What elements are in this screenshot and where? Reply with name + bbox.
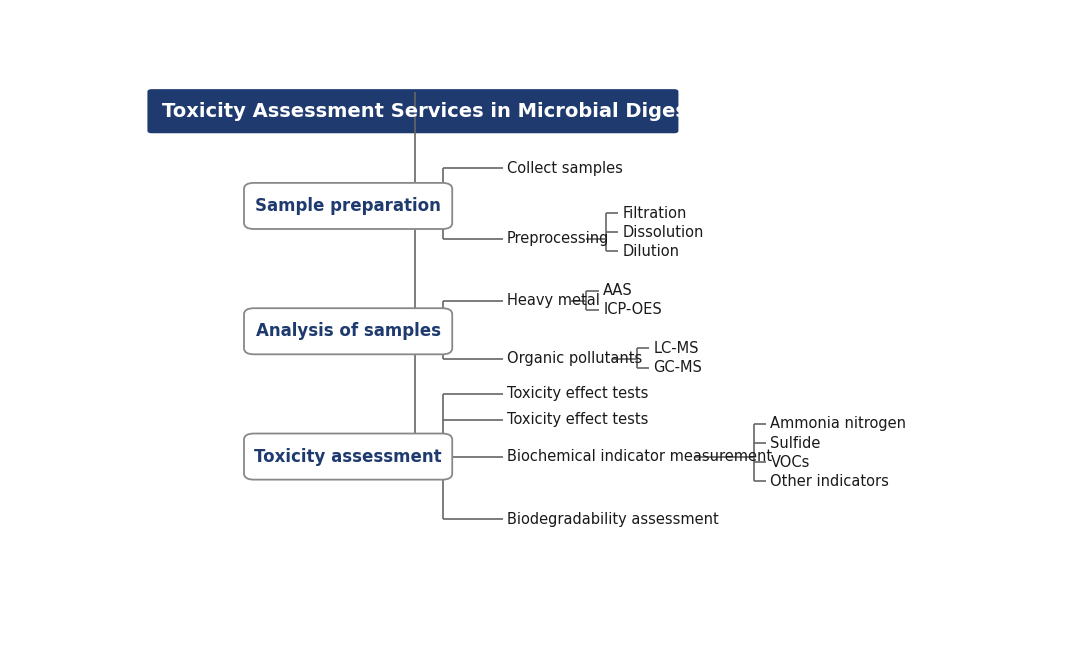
Text: Ammonia nitrogen: Ammonia nitrogen	[770, 417, 906, 432]
FancyBboxPatch shape	[244, 308, 452, 354]
Text: Sulfide: Sulfide	[770, 436, 821, 450]
Text: Organic pollutants: Organic pollutants	[507, 352, 642, 367]
Text: ICP-OES: ICP-OES	[603, 302, 661, 317]
FancyBboxPatch shape	[244, 434, 452, 480]
Text: Other indicators: Other indicators	[770, 474, 889, 489]
Text: Sample preparation: Sample preparation	[255, 197, 441, 215]
Text: Toxicity effect tests: Toxicity effect tests	[507, 387, 648, 402]
Text: Biodegradability assessment: Biodegradability assessment	[507, 512, 719, 527]
Text: LC-MS: LC-MS	[654, 341, 699, 356]
Text: VOCs: VOCs	[770, 454, 809, 469]
Text: AAS: AAS	[603, 283, 633, 298]
Text: Toxicity effect tests: Toxicity effect tests	[507, 413, 648, 428]
Text: Dissolution: Dissolution	[623, 225, 704, 240]
Text: Toxicity assessment: Toxicity assessment	[255, 448, 442, 465]
Text: Preprocessing: Preprocessing	[507, 231, 610, 246]
FancyBboxPatch shape	[244, 183, 452, 229]
Text: Biochemical indicator measurement: Biochemical indicator measurement	[507, 449, 773, 464]
Text: Dilution: Dilution	[623, 243, 680, 258]
Text: Collect samples: Collect samples	[507, 161, 623, 176]
Text: Analysis of samples: Analysis of samples	[256, 322, 440, 340]
Text: GC-MS: GC-MS	[654, 361, 702, 376]
Text: Filtration: Filtration	[623, 206, 686, 221]
FancyBboxPatch shape	[148, 89, 679, 133]
Text: Heavy metal: Heavy metal	[507, 293, 600, 308]
Text: Toxicity Assessment Services in Microbial Digestion Processes: Toxicity Assessment Services in Microbia…	[162, 102, 847, 120]
